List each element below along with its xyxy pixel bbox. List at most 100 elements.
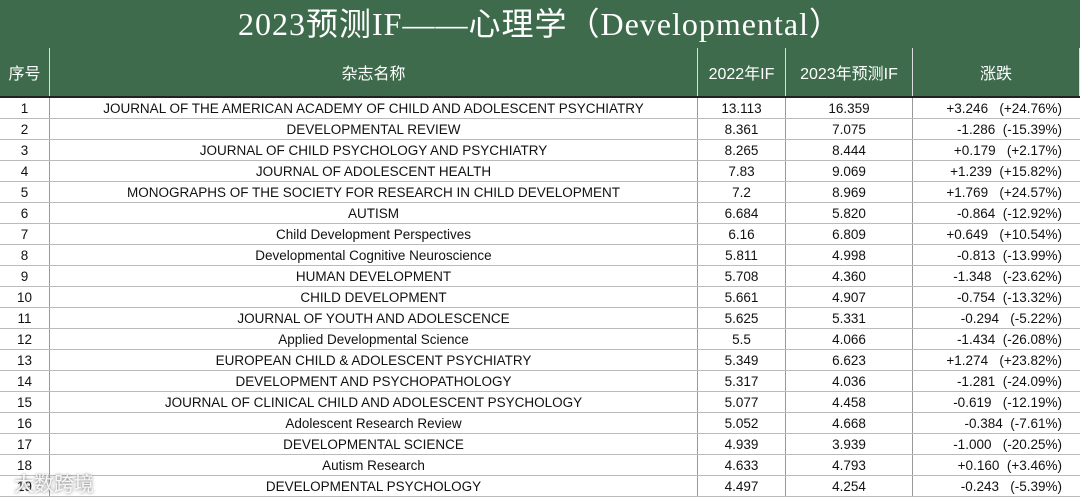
table-cell: JOURNAL OF THE AMERICAN ACADEMY OF CHILD…: [50, 98, 698, 118]
table-cell: 7.075: [786, 119, 913, 139]
table-cell: JOURNAL OF CHILD PSYCHOLOGY AND PSYCHIAT…: [50, 140, 698, 160]
table-cell: +1.274 (+23.82%): [946, 352, 1062, 368]
table-cell: +1.769 (+24.57%): [946, 184, 1062, 200]
table-cell: 8: [0, 245, 50, 265]
column-header: 杂志名称: [50, 48, 698, 96]
table-cell: 7.83: [698, 161, 786, 181]
table-row: 14 DEVELOPMENT AND PSYCHOPATHOLOGY 5.317 4.…: [0, 371, 1080, 392]
table-cell: 4.036: [786, 371, 913, 391]
table-cell: JOURNAL OF ADOLESCENT HEALTH: [50, 161, 698, 181]
table-row: 13 EUROPEAN CHILD & ADOLESCENT PSYCHIATRY…: [0, 350, 1080, 371]
table-row: 2 DEVELOPMENTAL REVIEW 8.361 7.075 -1.286 (-…: [0, 119, 1080, 140]
table-cell: 5.5: [698, 329, 786, 349]
table-cell: 6.623: [786, 350, 913, 370]
table-cell: 11: [0, 308, 50, 328]
table-cell: 8.265: [698, 140, 786, 160]
table-cell: 3: [0, 140, 50, 160]
table-cell: 4: [0, 161, 50, 181]
table-cell: 5.077: [698, 392, 786, 412]
table-cell: 4.066: [786, 329, 913, 349]
table-cell: -0.864 (-12.92%): [956, 205, 1062, 221]
table-cell: 2: [0, 119, 50, 139]
table-row: 8 Developmental Cognitive Neuroscience 5.8…: [0, 245, 1080, 266]
table-cell: 1: [0, 98, 50, 118]
table-cell: 6.809: [786, 224, 913, 244]
table-row: 11 JOURNAL OF YOUTH AND ADOLESCENCE 5.625 5…: [0, 308, 1080, 329]
table-cell: 4.998: [786, 245, 913, 265]
table-cell: Autism Research: [50, 455, 698, 475]
table-cell: 5.820: [786, 203, 913, 223]
table-row: 16 Adolescent Research Review 5.052 4.668 -0…: [0, 413, 1080, 434]
table-row: 1 JOURNAL OF THE AMERICAN ACADEMY OF CHIL…: [0, 98, 1080, 119]
table-cell: 13: [0, 350, 50, 370]
table-cell: 4.254: [786, 476, 913, 496]
table-cell: 6: [0, 203, 50, 223]
table-cell: DEVELOPMENTAL SCIENCE: [50, 434, 698, 454]
table-row: 6 AUTISM 6.684 5.820 -0.864 (-12.92%): [0, 203, 1080, 224]
table-row: 9 HUMAN DEVELOPMENT 5.708 4.360 -1.348 (-23.…: [0, 266, 1080, 287]
table-cell: +0.160 (+3.46%): [957, 457, 1062, 473]
table-row: 3 JOURNAL OF CHILD PSYCHOLOGY AND PSYCHIA…: [0, 140, 1080, 161]
table-cell: HUMAN DEVELOPMENT: [50, 266, 698, 286]
table-cell: 10: [0, 287, 50, 307]
table-cell: 5.625: [698, 308, 786, 328]
table-cell: 15: [0, 392, 50, 412]
table-cell: +3.246 (+24.76%): [946, 100, 1062, 116]
table-row: 12 Applied Developmental Science 5.5 4.066 -…: [0, 329, 1080, 350]
table-cell: -0.243 (-5.39%): [960, 478, 1062, 494]
table-row: 17 DEVELOPMENTAL SCIENCE 4.939 3.939 -1.000 …: [0, 434, 1080, 455]
header-row: 序号 杂志名称 2022年IF 2023年预测IF 涨跌: [0, 48, 1080, 98]
table-cell: 8.969: [786, 182, 913, 202]
table-cell: 8.361: [698, 119, 786, 139]
table-cell: 4.907: [786, 287, 913, 307]
table-cell: AUTISM: [50, 203, 698, 223]
table: 序号 杂志名称 2022年IF 2023年预测IF 涨跌 1 JOURNAL OF THE …: [0, 48, 1080, 497]
table-cell: 9: [0, 266, 50, 286]
table-cell: 4.633: [698, 455, 786, 475]
table-cell: Adolescent Research Review: [50, 413, 698, 433]
table-cell: 5.052: [698, 413, 786, 433]
table-cell: 4.668: [786, 413, 913, 433]
table-cell: -0.294 (-5.22%): [960, 310, 1062, 326]
table-cell: 6.16: [698, 224, 786, 244]
table-cell: 5: [0, 182, 50, 202]
table-row: 4 JOURNAL OF ADOLESCENT HEALTH 7.83 9.069 +1…: [0, 161, 1080, 182]
table-cell: 4.793: [786, 455, 913, 475]
table-cell: 17: [0, 434, 50, 454]
table-cell: -1.281 (-24.09%): [956, 373, 1062, 389]
table-cell: 7: [0, 224, 50, 244]
table-cell: JOURNAL OF CLINICAL CHILD AND ADOLESCENT…: [50, 392, 698, 412]
column-header: 2022年IF: [698, 48, 786, 96]
table-cell: 5.811: [698, 245, 786, 265]
table-row: 15 JOURNAL OF CLINICAL CHILD AND ADOLESCE…: [0, 392, 1080, 413]
table-cell: 5.708: [698, 266, 786, 286]
table-row: 19 DEVELOPMENTAL PSYCHOLOGY 4.497 4.254 -0.2…: [0, 476, 1080, 497]
table-row: 5 MONOGRAPHS OF THE SOCIETY FOR RESEARCH …: [0, 182, 1080, 203]
table-cell: +0.649 (+10.54%): [946, 226, 1062, 242]
table-cell: 5.317: [698, 371, 786, 391]
table-cell: 16.359: [786, 98, 913, 118]
table-row: 7 Child Development Perspectives 6.16 6.809…: [0, 224, 1080, 245]
table-cell: 4.360: [786, 266, 913, 286]
table-cell: 3.939: [786, 434, 913, 454]
table-cell: -0.384 (-7.61%): [964, 415, 1062, 431]
table-cell: -1.000 (-20.25%): [953, 436, 1062, 452]
table-row: 18 Autism Research 4.633 4.793 +0.160 (+3.46…: [0, 455, 1080, 476]
table-cell: Developmental Cognitive Neuroscience: [50, 245, 698, 265]
table-cell: -0.813 (-13.99%): [956, 247, 1062, 263]
table-cell: +0.179 (+2.17%): [953, 142, 1062, 158]
table-cell: -0.754 (-13.32%): [956, 289, 1062, 305]
table-cell: 14: [0, 371, 50, 391]
table-cell: 4.497: [698, 476, 786, 496]
table-cell: 8.444: [786, 140, 913, 160]
table-cell: 7.2: [698, 182, 786, 202]
table-row: 10 CHILD DEVELOPMENT 5.661 4.907 -0.754 (-13…: [0, 287, 1080, 308]
table-cell: Applied Developmental Science: [50, 329, 698, 349]
table-cell: 5.349: [698, 350, 786, 370]
table-cell: 19: [0, 476, 50, 496]
column-header: 涨跌: [913, 48, 1080, 96]
table-cell: +1.239 (+15.82%): [950, 163, 1062, 179]
table-cell: 5.331: [786, 308, 913, 328]
table-cell: 4.939: [698, 434, 786, 454]
